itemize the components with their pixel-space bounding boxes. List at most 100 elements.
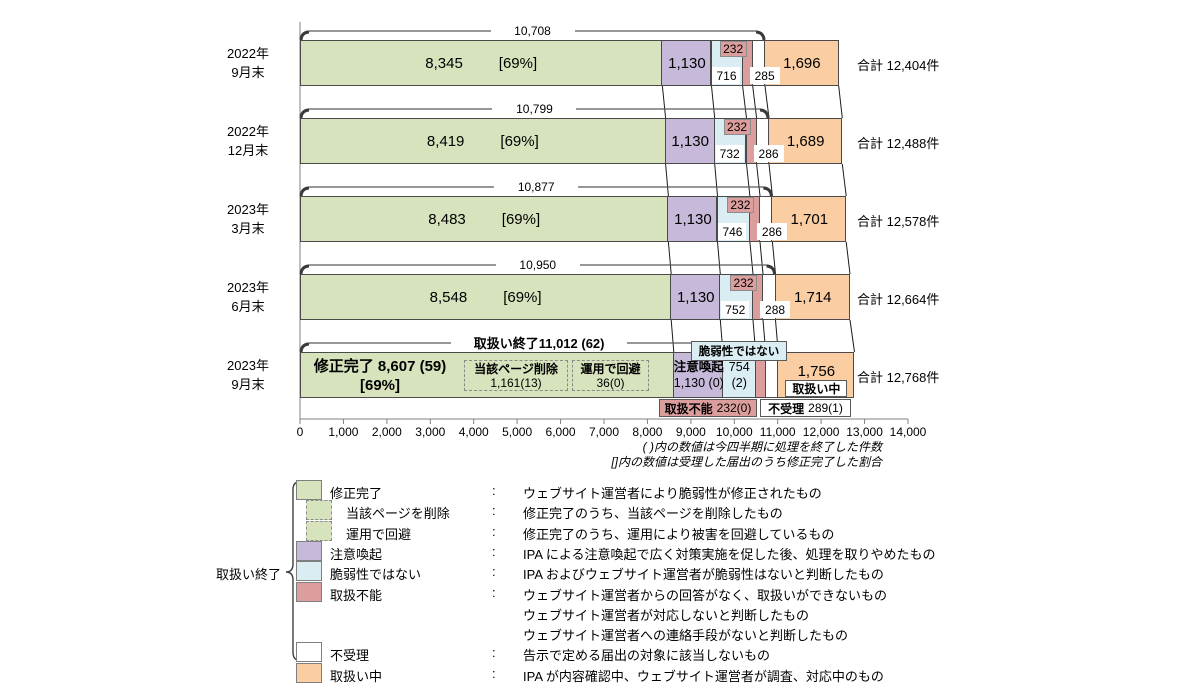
legend-desc: IPA による注意喚起で広く対策実施を促した後、処理を取りやめたもの: [523, 546, 936, 562]
category-label: 2023年 9月末: [205, 356, 291, 394]
legend-label-脆弱性ではない: 脆弱性ではない: [330, 567, 422, 583]
legend-colon: :: [492, 523, 496, 539]
legend-swatch-取扱不能: [296, 581, 322, 602]
closed-subtotal-label: 10,877: [494, 179, 579, 195]
axis-note-paren: ( )内の数値は今四半期に処理を終了した件数: [642, 440, 882, 454]
unable-value-label: 232: [726, 197, 754, 213]
in-progress-value-label: 1,689: [786, 132, 825, 150]
legend-label-修正完了: 修正完了: [330, 486, 383, 501]
closed-subtotal-label: 取扱い終了11,012 (62): [451, 334, 628, 351]
x-axis-tick-label: 6,000: [545, 425, 576, 439]
in-progress-value-label: 1,714: [793, 288, 832, 306]
unable-tag-term: 取扱不能: [664, 401, 713, 416]
category-label: 2022年 9月末: [205, 44, 291, 82]
closed-subtotal-label: 10,799: [492, 101, 577, 117]
legend-desc: ウェブサイト運営者からの回答がなく、取扱いができないもの: [523, 587, 888, 603]
legend-colon: :: [492, 645, 496, 661]
alert-title: 注意喚起: [673, 360, 724, 374]
category-label-line: 2023年: [227, 202, 269, 217]
legend-label-注意喚起: 注意喚起: [330, 546, 383, 562]
not-vuln-detail-label: 754 (2): [723, 359, 756, 391]
category-label-line: 2023年: [227, 358, 269, 373]
x-axis-tick-label: 0: [296, 425, 304, 439]
legend-desc: ウェブサイト運営者への連絡手段がないと判断したもの: [523, 628, 849, 644]
category-label-line: 9月末: [231, 65, 265, 80]
bar-segment-修正完了: [300, 118, 666, 164]
not-vuln-tag: 脆弱性ではない: [691, 341, 787, 361]
x-axis-tick-label: 11,000: [759, 425, 796, 439]
category-label-line: 12月末: [227, 143, 269, 158]
legend-colon: :: [492, 584, 496, 600]
legend-label-当該ページを削除: 当該ページを削除: [346, 506, 450, 522]
sub-box-title: 当該ページ削除: [474, 361, 558, 376]
legend-swatch-注意喚起: [296, 540, 322, 561]
unable-value-label: 232: [730, 275, 758, 291]
category-label-line: 3月末: [231, 221, 265, 236]
fixed-ratio: [69%]: [503, 288, 542, 306]
legend-desc: 告示で定める届出の対象に該当しないもの: [523, 648, 771, 664]
fixed-detail-line1: 修正完了 8,607 (59): [313, 358, 447, 375]
sub-box-title: 運用で回避: [580, 361, 641, 376]
fixed-count: 8,345: [425, 54, 463, 72]
bar-segment-修正完了: [300, 274, 672, 320]
not-vuln-value-label: 752: [721, 301, 750, 318]
legend-desc: ウェブサイト運営者が対応しないと判断したもの: [523, 607, 810, 623]
alert-value-label: 1,130: [671, 132, 709, 150]
legend-desc: 修正完了のうち、当該ページを削除したもの: [523, 506, 783, 522]
not-vuln-value-label: 716: [712, 67, 741, 84]
not-vuln-value-qtr: (2): [731, 376, 747, 390]
bar-segment-注意喚起: [664, 118, 715, 164]
fixed-ratio: [69%]: [498, 54, 538, 72]
closed-subtotal-label: 10,950: [495, 257, 580, 273]
x-axis-tick-label: 8,000: [632, 425, 663, 439]
sub-box-page-deleted: 当該ページ削除 1,161(13): [464, 360, 568, 391]
category-label-line: 2023年: [227, 280, 269, 295]
alert-value-label: 1,130: [668, 54, 706, 72]
legend-swatch-運用で回避: [306, 520, 332, 541]
rejected-tag-value: 289(1): [808, 401, 843, 415]
legend-desc: ウェブサイト運営者により脆弱性が修正されたもの: [523, 486, 822, 501]
alert-detail-label: 注意喚起 1,130 (0): [673, 359, 724, 391]
legend-swatch-当該ページを削除: [306, 500, 332, 521]
in-progress-tag: 取扱い中: [785, 380, 848, 397]
legend-desc: IPA が内容確認中、ウェブサイト運営者が調査、対応中のもの: [523, 668, 884, 684]
unable-value-label: 232: [719, 41, 747, 57]
legend-colon: :: [492, 665, 496, 681]
x-axis-tick-label: 12,000: [802, 425, 840, 439]
not-vuln-value-label: 746: [718, 223, 747, 240]
fixed-ratio: [69%]: [500, 132, 539, 150]
fixed-value-label: 8,419 [69%]: [300, 118, 666, 164]
x-axis-tick-label: 2,000: [371, 425, 402, 439]
not-vuln-value-label: 732: [715, 145, 744, 162]
total-label: 合計 12,404件: [857, 58, 940, 73]
total-label: 合計 12,488件: [857, 136, 940, 151]
x-axis-tick-label: 3,000: [415, 425, 446, 439]
rejected-tag: 不受理 289(1): [760, 399, 851, 417]
unable-value-label: 232: [723, 119, 751, 135]
not-vuln-value: 754: [728, 360, 750, 374]
unable-tag: 取扱不能 232(0): [659, 399, 757, 417]
fixed-detail-label: 修正完了 8,607 (59) [69%]: [300, 357, 460, 395]
legend-swatch-脆弱性ではない: [296, 561, 322, 582]
fixed-value-label: 8,345 [69%]: [300, 40, 662, 86]
fixed-value-label: 8,483 [69%]: [300, 196, 668, 242]
category-label-line: 6月末: [231, 299, 265, 314]
category-label-line: 2022年: [227, 124, 269, 139]
x-axis-tick-label: 5,000: [502, 425, 533, 439]
sub-box-workaround: 運用で回避 36(0): [572, 360, 649, 391]
legend-label-取扱不能: 取扱不能: [330, 587, 383, 603]
category-label: 2022年 12月末: [205, 122, 291, 160]
rejected-tag-term: 不受理: [768, 401, 805, 416]
x-axis-tick-label: 1,000: [328, 425, 359, 439]
x-axis-tick-label: 9,000: [675, 425, 706, 439]
legend-swatch-取扱い中: [296, 662, 322, 683]
legend-label-不受理: 不受理: [330, 648, 370, 664]
axis-notes: ( )内の数値は今四半期に処理を終了した件数 []内の数値は受理した届出のうち修…: [611, 440, 882, 470]
category-label: 2023年 3月末: [205, 200, 291, 238]
unable-tag-value: 232(0): [716, 401, 752, 415]
category-label-line: 9月末: [231, 377, 265, 392]
legend-swatch-修正完了: [296, 480, 322, 500]
legend-desc: IPA およびウェブサイト運営者が脆弱性はないと判断したもの: [523, 567, 884, 583]
